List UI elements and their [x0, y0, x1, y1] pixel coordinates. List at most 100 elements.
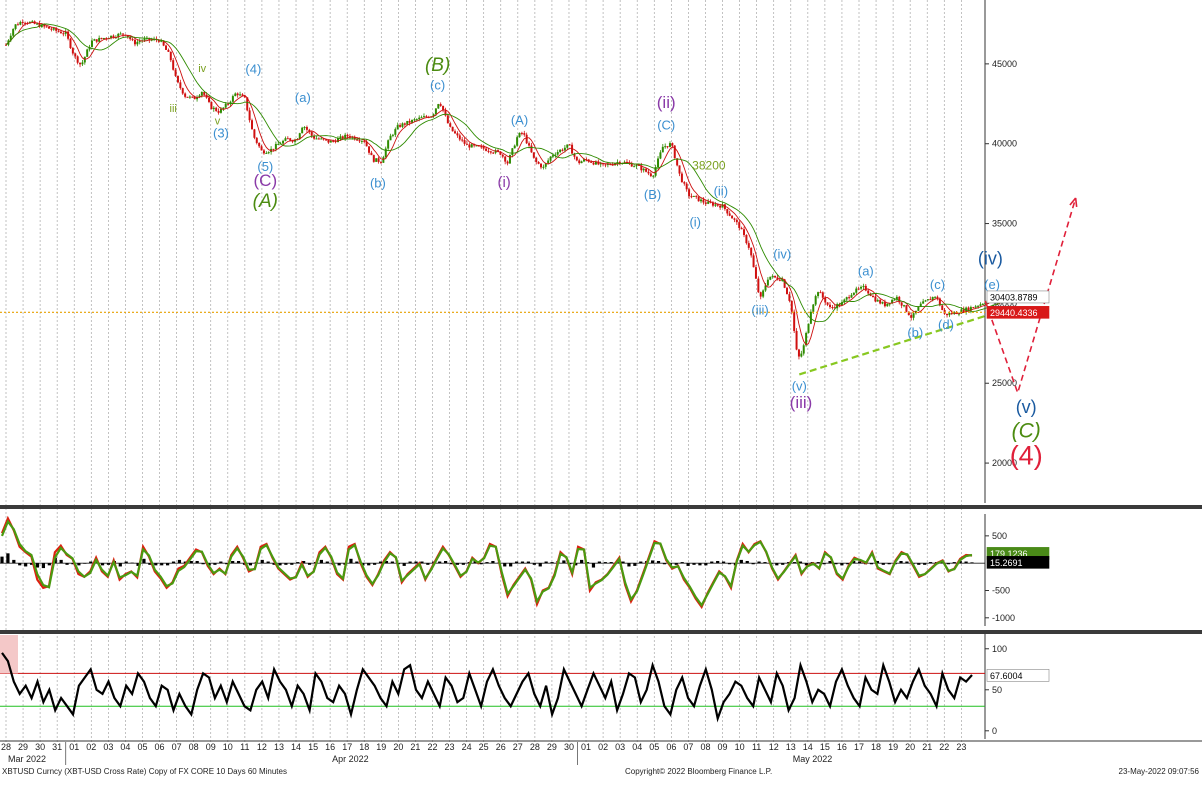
oscillator-histogram-bar [958, 560, 962, 564]
candle-body [215, 107, 218, 111]
candle-body [604, 164, 607, 166]
candle-body [542, 166, 545, 168]
candle-body [647, 171, 650, 174]
candle-body [867, 290, 870, 294]
candle-body [786, 287, 789, 295]
oscillator-histogram-bar [509, 563, 513, 567]
candle-body [637, 164, 640, 166]
candle-body [363, 140, 366, 142]
candle-body [919, 303, 922, 307]
candle-body [167, 49, 170, 52]
candle-body [969, 307, 972, 311]
candle-body [745, 234, 748, 244]
candle-body [819, 292, 822, 294]
wave-label: (iii) [751, 303, 768, 318]
candle-body [845, 297, 848, 300]
candle-body [582, 159, 585, 162]
candle-body [893, 299, 896, 301]
candle-body [563, 147, 566, 151]
oscillator-histogram-bar [757, 561, 761, 564]
x-tick-label: 07 [172, 742, 182, 752]
x-tick-label: 23 [956, 742, 966, 752]
candle-body [900, 302, 903, 306]
candle-body [358, 140, 361, 142]
candle-body [697, 196, 700, 202]
candle-body [747, 243, 750, 248]
candle-body [277, 143, 280, 145]
candle-body [102, 38, 105, 40]
candle-body [790, 300, 793, 312]
candle-body [700, 199, 703, 202]
oscillator-histogram-bar [124, 561, 128, 564]
candle-body [169, 51, 172, 61]
oscillator-histogram-bar [408, 561, 412, 564]
candle-body [938, 298, 941, 306]
candle-body [16, 24, 19, 26]
candle-body [752, 255, 755, 268]
oscillator-histogram-bar [834, 563, 838, 565]
oscillator-histogram-bar [378, 561, 383, 564]
y-tick-label: 40000 [992, 139, 1017, 149]
candle-body [377, 158, 380, 162]
candle-body [883, 302, 886, 307]
candle-body [389, 135, 392, 141]
oscillator-histogram-bar [580, 559, 584, 564]
candle-body [267, 152, 270, 154]
oscillator-histogram-bar [278, 563, 282, 566]
candle-body [122, 33, 125, 35]
oscillator-histogram-bar [846, 563, 850, 565]
candle-body [387, 140, 390, 149]
oscillator-histogram-bar [189, 560, 193, 564]
candle-body [776, 277, 779, 280]
candle-body [616, 161, 619, 164]
candle-body [934, 296, 937, 298]
candle-body [683, 182, 686, 184]
oscillator-tag: 15.2691 [990, 558, 1023, 568]
x-tick-label: 18 [871, 742, 881, 752]
oscillator-histogram-bar [917, 563, 921, 565]
wave-label: iii [170, 103, 177, 115]
x-tick-label: 16 [837, 742, 847, 752]
candle-body [420, 117, 423, 119]
candle-body [148, 37, 151, 41]
candle-body [735, 219, 738, 223]
candle-body [778, 279, 781, 281]
month-label: Apr 2022 [332, 754, 369, 764]
candle-body [67, 31, 70, 39]
panel-separator [0, 505, 1202, 509]
candle-body [258, 142, 261, 147]
x-tick-label: 03 [103, 742, 113, 752]
x-tick-label: 22 [939, 742, 949, 752]
candle-body [40, 24, 43, 28]
oscillator-histogram-bar [35, 563, 40, 568]
candle-body [886, 303, 889, 307]
candle-body [301, 127, 304, 134]
candle-body [559, 149, 562, 153]
oscillator-histogram-bar [905, 561, 909, 564]
wave-label: 38200 [692, 158, 726, 172]
x-tick-label: 26 [496, 742, 506, 752]
wave-label: v [215, 116, 221, 128]
candle-body [664, 146, 667, 148]
candle-body [353, 136, 356, 140]
wave-label: (v) [1016, 397, 1037, 417]
candle-body [200, 91, 203, 96]
x-tick-label: 01 [581, 742, 591, 752]
wave-label: (A) [511, 113, 528, 128]
oscillator-histogram-bar [775, 563, 779, 566]
candle-body [193, 96, 196, 100]
timestamp: 23-May-2022 09:07:56 [1118, 767, 1200, 776]
candle-body [310, 131, 313, 136]
candle-body [941, 305, 944, 311]
x-tick-label: 10 [735, 742, 745, 752]
oscillator-histogram-bar [260, 559, 264, 564]
oscillator-histogram-bar [550, 562, 554, 564]
candle-body [501, 154, 504, 157]
candle-body [454, 131, 457, 134]
candle-body [308, 129, 311, 132]
candle-body [592, 162, 595, 165]
candle-body [370, 152, 373, 156]
candle-body [368, 146, 371, 153]
candle-body [272, 148, 275, 150]
candle-body [967, 307, 970, 311]
